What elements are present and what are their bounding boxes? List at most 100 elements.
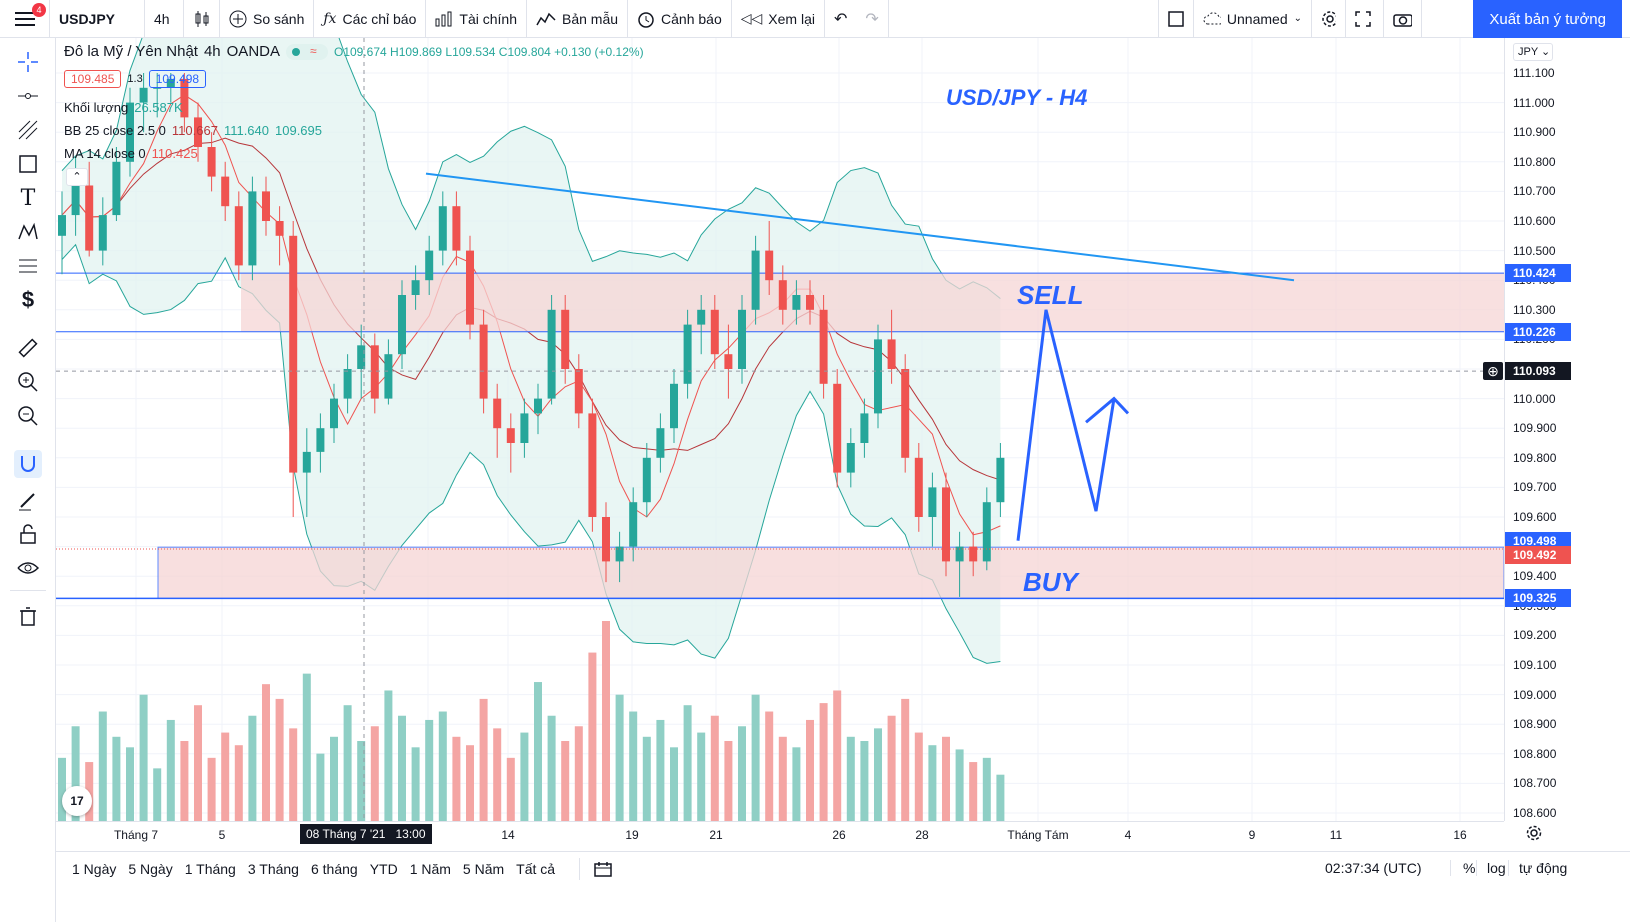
currency-selector[interactable]: JPY ⌄ [1513,43,1553,61]
zoom-out-tool[interactable] [14,402,42,430]
auto-toggle[interactable]: tự động [1508,860,1567,876]
candle-body [819,309,828,384]
range-button[interactable]: 5 Ngày [128,860,173,877]
redo-button[interactable]: ↷ [856,0,889,38]
time-tick-label: 11 [1329,828,1343,842]
range-button[interactable]: 3 Tháng [247,860,299,877]
price-tick-label: 111.100 [1513,66,1555,80]
range-button[interactable]: 6 tháng [310,860,358,877]
volume-legend[interactable]: Khối lượng 26.587K [64,100,183,115]
fullscreen-icon [1355,10,1371,27]
candle-body [901,369,910,458]
patterns-tool[interactable] [14,218,42,246]
trend-line-tool[interactable] [14,82,42,110]
snapshot-button[interactable] [1384,0,1422,38]
price-tool[interactable]: $ [14,286,42,314]
prediction-tool[interactable] [14,252,42,280]
volume-bar [139,694,148,821]
volume-bar [806,719,814,821]
zoom-in-tool[interactable] [14,368,42,396]
range-button[interactable]: 1 Ngày [72,860,117,877]
range-button[interactable]: 5 Năm [462,860,505,877]
candle-body [969,546,978,562]
chart-title-annotation[interactable]: USD/JPY - H4 [946,85,1088,110]
time-tick-label: 21 [709,828,723,842]
templates-button[interactable]: Bản mẫu [527,0,629,38]
remove-tool[interactable] [14,602,42,630]
alerts-button[interactable]: Cảnh báo [628,0,732,38]
candle-body [139,87,148,103]
bb-legend[interactable]: BB 25 close 2.5 0 110.667 111.640 109.69… [64,123,322,138]
volume-bar [166,719,175,821]
layout-toggle-button[interactable] [1158,0,1194,38]
volume-bar [819,703,828,821]
hide-tool[interactable] [14,554,42,582]
compare-button[interactable]: So sánh [220,0,315,38]
buy-annotation[interactable]: BUY [1023,567,1078,597]
volume-bar [792,747,801,821]
stay-in-drawing-tool[interactable] [14,486,42,514]
ma-legend[interactable]: MA 14 close 0 110.425 [64,146,198,161]
price-tick-label: 108.600 [1513,806,1557,820]
undo-button[interactable]: ↶ [833,10,848,28]
price-tick-label: 111.000 [1513,95,1555,110]
tradingview-logo[interactable]: 17 [62,786,92,816]
range-button[interactable]: 1 Tháng [184,860,236,877]
volume-bar [534,682,542,821]
symbol-title[interactable]: Đô la Mỹ / Yên Nhật [64,43,198,60]
shapes-tool[interactable] [14,150,42,178]
magnet-tool[interactable] [14,450,42,478]
volume-bar [275,698,284,821]
measure-tool[interactable] [14,334,42,362]
volume-value: 26.587K [134,100,183,115]
chart-pane[interactable]: Đô la Mỹ / Yên Nhật 4h OANDA ≈ O109.674 … [56,38,1560,821]
alerts-label: Cảnh báo [661,10,722,27]
trend-line [425,172,1295,282]
indicators-button[interactable]: ƒx Các chỉ báo [314,0,427,38]
symbol-search[interactable]: USDJPY [50,0,145,38]
menu-button[interactable]: 4 [0,0,50,38]
candle-body [180,78,189,118]
layout-name-button[interactable]: Unnamed ⌄ [1194,0,1312,38]
range-button[interactable]: Tất cả [516,860,556,877]
bid-price[interactable]: 109.485 [64,70,122,88]
text-tool[interactable]: T [14,184,42,212]
goto-date-button[interactable] [579,857,612,880]
percent-toggle[interactable]: % [1450,860,1475,876]
volume-bar [846,736,855,821]
sell-annotation[interactable]: SELL [1017,280,1084,310]
volume-bar [697,732,706,821]
crosshair-tool[interactable] [14,48,42,76]
layout-name: Unnamed [1226,10,1288,27]
interval-button[interactable]: 4h [145,0,184,38]
bollinger-upper-line [61,38,1001,299]
utc-clock[interactable]: 02:37:34 (UTC) [1325,860,1422,876]
price-tag-last: 109.492 [1505,546,1571,565]
volume-bar [466,745,474,821]
toolbar-divider [10,590,46,591]
ask-price[interactable]: 109.498 [148,70,207,88]
range-button[interactable]: YTD [369,860,398,877]
log-toggle[interactable]: log [1476,860,1506,876]
time-axis-settings-button[interactable] [1526,825,1542,846]
lock-tool[interactable] [14,520,42,548]
collapse-legend-button[interactable]: ⌃ [66,168,88,186]
chart-canvas[interactable] [56,38,1560,821]
pitchfork-tool[interactable] [14,116,42,144]
price-axis[interactable]: JPY ⌄ 111.100 111.000 110.900 110.800 110.70… [1483,38,1571,821]
settings-button[interactable] [1312,0,1346,38]
candle-body [833,383,842,473]
range-button[interactable]: 1 Năm [409,860,451,877]
replay-button[interactable]: ◁◁ Xem lại [732,0,825,38]
fullscreen-button[interactable] [1346,0,1384,38]
publish-idea-button[interactable]: Xuất bản ý tưởng [1473,0,1622,38]
price-tick-label: 109.400 [1513,569,1557,584]
bb-lower: 109.695 [275,123,322,138]
volume-bar [561,741,570,821]
candle-body [656,428,665,458]
volume-bar [384,690,393,821]
chart-type-button[interactable] [184,0,220,38]
financials-button[interactable]: Tài chính [426,0,527,38]
add-alert-icon[interactable]: ⊕ [1483,362,1503,381]
